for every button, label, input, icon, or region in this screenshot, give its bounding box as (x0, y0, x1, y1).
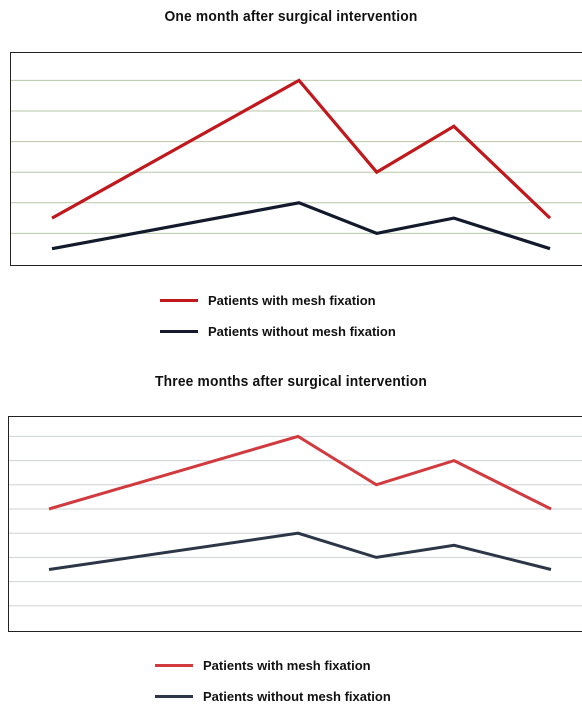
chart-2-legend-label-nomesh: Patients without mesh fixation (203, 689, 391, 704)
chart-1-plot-frame (10, 52, 582, 266)
chart-2-plot-frame (8, 416, 582, 632)
chart-1-legend-swatch-nomesh (160, 330, 198, 333)
chart-2-legend-item-nomesh: Patients without mesh fixation (155, 689, 391, 704)
chart-2-legend-item-mesh: Patients with mesh fixation (155, 658, 371, 673)
chart-1-series-mesh-line (51, 78, 552, 220)
chart-1-legend-item-nomesh: Patients without mesh fixation (160, 324, 396, 339)
chart-2-series-nomesh-line (48, 531, 552, 571)
chart-1-legend-label-mesh: Patients with mesh fixation (208, 293, 376, 308)
chart-2-plot (8, 416, 582, 632)
chart-1-legend-label-nomesh: Patients without mesh fixation (208, 324, 396, 339)
chart-1-legend-item-mesh: Patients with mesh fixation (160, 293, 376, 308)
chart-2-legend-label-mesh: Patients with mesh fixation (203, 658, 371, 673)
chart-2-series-mesh-line (48, 434, 552, 511)
chart-2-title: Three months after surgical intervention (155, 373, 427, 390)
chart-2-legend-swatch-mesh (155, 664, 193, 667)
chart-1-plot (10, 52, 582, 266)
chart-1-legend-swatch-mesh (160, 299, 198, 302)
chart-2-legend-swatch-nomesh (155, 695, 193, 698)
chart-1-series-nomesh-line (51, 201, 551, 251)
chart-1-title: One month after surgical intervention (164, 8, 418, 25)
